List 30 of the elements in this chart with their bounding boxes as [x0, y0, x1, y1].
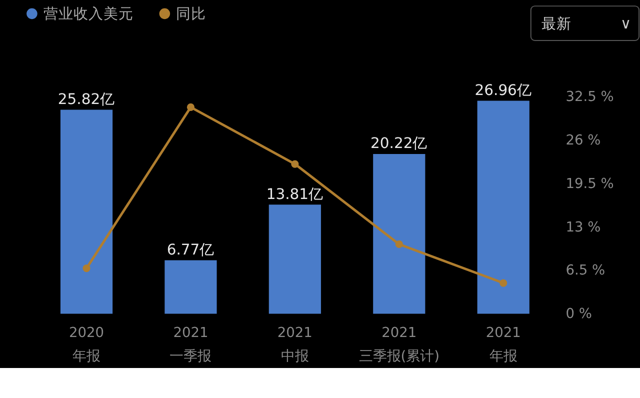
y2-tick-label: 19.5 %	[566, 176, 614, 192]
point	[82, 264, 90, 272]
legend-label: 营业收入美元	[43, 6, 134, 23]
x-tick-label: 2021 三季报(累计)	[358, 324, 440, 364]
y2-tick-label: 6.5 %	[566, 262, 606, 279]
bar	[268, 204, 321, 314]
x-tick-label: 2021 中报	[277, 324, 312, 364]
data-label: 6.77亿	[166, 241, 215, 258]
x-tick-label: 2021 年报	[486, 324, 521, 364]
text: ∨	[620, 16, 632, 33]
x-tick-label: 2020 年报	[69, 324, 104, 364]
y2-tick-label: 32.5 %	[566, 88, 614, 105]
point	[186, 103, 195, 111]
data-label: 26.96亿	[474, 82, 532, 99]
bar	[60, 110, 113, 314]
data-label: 20.22亿	[370, 135, 428, 152]
y2-tick-label: 13 %	[566, 219, 601, 236]
legend-label: 同比	[176, 6, 206, 23]
y2-tick-label: 0 %	[566, 306, 592, 322]
point	[395, 240, 403, 248]
bar	[164, 260, 217, 314]
text: 最新	[542, 16, 572, 33]
data-label: 13.81亿	[266, 186, 324, 203]
data-label: 25.82亿	[58, 90, 116, 108]
bar	[373, 154, 426, 314]
x-tick-label: 2021 一季报	[170, 324, 212, 364]
point	[291, 160, 299, 168]
point	[500, 279, 508, 287]
y2-tick-label: 26 %	[566, 132, 601, 148]
bar	[477, 100, 530, 314]
